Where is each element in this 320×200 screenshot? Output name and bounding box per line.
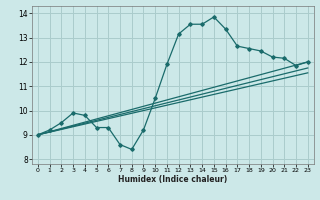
X-axis label: Humidex (Indice chaleur): Humidex (Indice chaleur): [118, 175, 228, 184]
